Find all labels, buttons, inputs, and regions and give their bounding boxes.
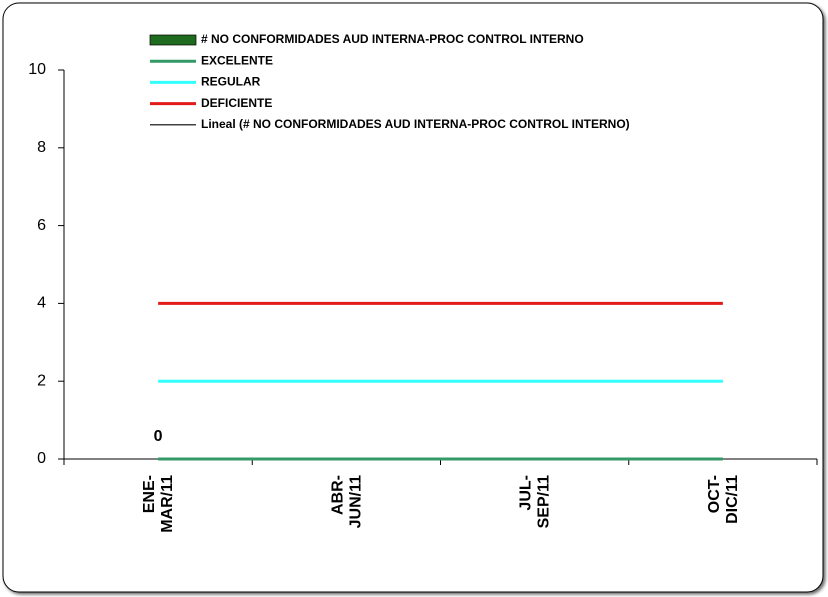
legend-label: # NO CONFORMIDADES AUD INTERNA-PROC CONT… <box>201 32 584 46</box>
y-tick-label: 0 <box>37 450 46 467</box>
x-tick-label: JUL-SEP/11 <box>518 475 553 528</box>
legend-label: EXCELENTE <box>201 53 273 67</box>
y-tick-label: 8 <box>37 139 46 156</box>
x-tick-label: ENE-MAR/11 <box>141 475 176 533</box>
x-tick-label: ABR-JUN/11 <box>330 475 365 528</box>
legend-swatch <box>149 34 197 46</box>
y-tick-label: 2 <box>37 372 46 389</box>
x-tick-label: OCT-DIC/11 <box>706 475 741 524</box>
legend-label: REGULAR <box>201 75 261 89</box>
value-label: 0 <box>154 428 163 445</box>
legend-label: DEFICIENTE <box>201 96 272 110</box>
y-tick-label: 4 <box>37 295 46 312</box>
legend-label: Lineal (# NO CONFORMIDADES AUD INTERNA-P… <box>201 117 630 131</box>
y-tick-label: 6 <box>37 217 46 234</box>
y-tick-label: 10 <box>28 61 46 78</box>
